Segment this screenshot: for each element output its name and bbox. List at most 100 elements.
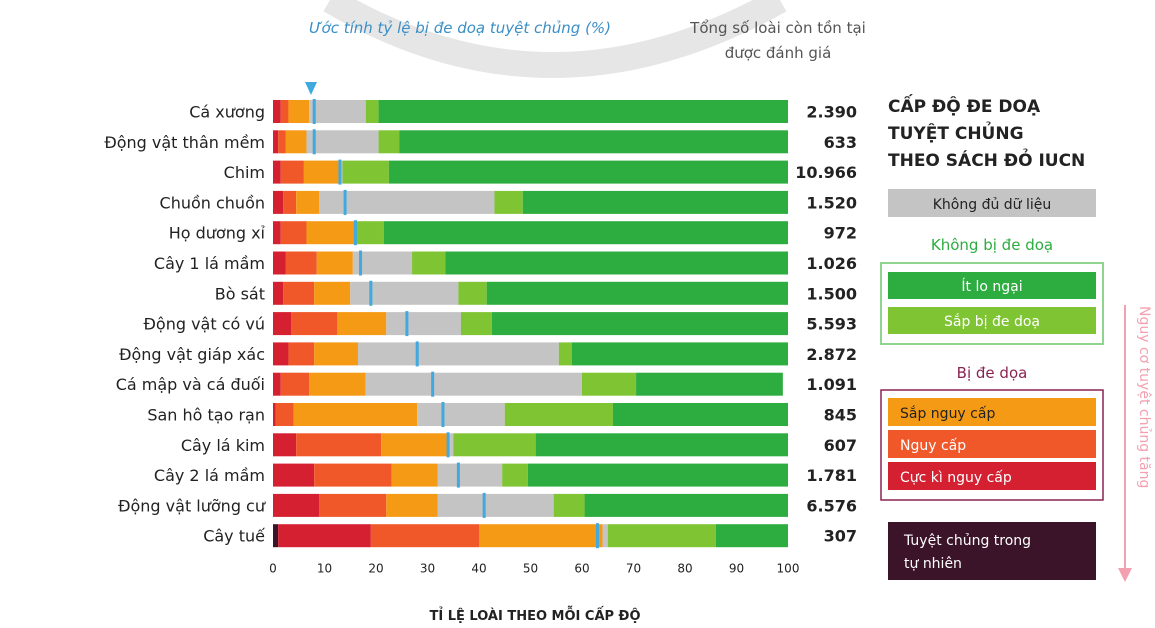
bar-segment-3 (479, 524, 603, 548)
x-tick-label: 80 (677, 562, 692, 576)
total-count: 607 (824, 436, 857, 455)
bar-segment-5 (378, 130, 400, 154)
bar-segment-5 (365, 100, 379, 123)
x-axis: 0 10 20 30 40 50 60 70 80 90 100 (269, 562, 799, 576)
x-tick-label: 20 (368, 562, 383, 576)
bars-group: Cá xương 2.390 Động vật thân mềm 633 Chim 10.… (104, 99, 857, 549)
bar-segment-1 (273, 312, 292, 336)
bar-segment-6 (388, 160, 788, 184)
bar-segment-4 (306, 130, 379, 154)
legend-swatch-near-threatened (888, 307, 1096, 334)
bar-segment-6 (571, 342, 788, 366)
total-count: 2.390 (806, 103, 857, 122)
bar-segment-5 (412, 251, 446, 275)
bar-segment-6 (378, 100, 788, 123)
total-count: 10.966 (795, 163, 857, 182)
x-axis-label: TỈ LỆ LOÀI THEO MỖI CẤP ĐỘ (429, 606, 640, 624)
bar-segment-6 (491, 312, 788, 336)
bar-segment-6 (522, 190, 788, 214)
threat-estimate-marker (431, 371, 435, 397)
bar-segment-6 (612, 403, 788, 426)
x-tick-label: 90 (729, 562, 744, 576)
bar-segment-3 (337, 312, 387, 336)
bar-segment-2 (370, 524, 479, 548)
legend-swatch-data-deficient (888, 189, 1096, 217)
threat-estimate-marker (405, 311, 409, 337)
bar-segment-2 (291, 312, 338, 336)
threat-estimate-marker (415, 341, 419, 367)
category-label: San hô tạo rạn (147, 406, 265, 425)
total-count: 1.091 (806, 375, 857, 394)
total-count: 633 (824, 133, 857, 152)
bar-segment-1 (273, 372, 281, 396)
legend-swatch-extinct-wild (888, 522, 1096, 580)
bar-segment-5 (502, 463, 528, 487)
bar-segment-3 (293, 403, 418, 426)
bar-segment-4 (386, 312, 461, 336)
x-tick-label: 10 (317, 562, 332, 576)
bar-row-8: Động vật giáp xác 2.872 (119, 341, 857, 367)
threat-estimate-marker (353, 220, 357, 246)
bar-segment-5 (453, 433, 536, 457)
legend-label-least-concern: Ít lo ngại (961, 278, 1022, 295)
legend-label-endangered: Nguy cấp (900, 438, 966, 454)
header-threat-estimate: Ước tính tỷ lệ bị đe doạ tuyệt chủng (%) (309, 19, 611, 37)
bar-segment-2 (285, 251, 317, 275)
bar-segment-4 (309, 100, 366, 123)
threat-marker-top (305, 82, 317, 95)
total-count: 5.593 (806, 315, 857, 334)
category-label: Cá xương (189, 103, 265, 122)
legend-label-critically-endangered: Cực kì nguy cấp (900, 470, 1012, 486)
bar-segment-6 (383, 221, 788, 245)
bar-segment-5 (504, 403, 613, 426)
bar-segment-4 (319, 190, 495, 214)
bar-segment-1 (273, 463, 315, 487)
bar-segment-3 (316, 251, 353, 275)
bar-segment-3 (386, 493, 438, 517)
legend-heading-not-threatened: Không bị đe doạ (931, 236, 1053, 254)
x-tick-label: 50 (523, 562, 538, 576)
legend-label-vulnerable: Sắp nguy cấp (900, 405, 995, 422)
bar-segment-6 (445, 251, 788, 275)
bar-segment-4 (357, 342, 559, 366)
total-count: 1.026 (806, 254, 857, 273)
bar-row-5: Cây 1 lá mầm 1.026 (154, 250, 857, 276)
bar-row-9: Cá mập và cá đuối 1.091 (116, 371, 857, 397)
legend-frame-threatened (880, 389, 1104, 501)
risk-axis-label: Nguy cơ tuyệt chủng tăng (1136, 306, 1152, 488)
bar-segment-1 (273, 342, 289, 366)
legend-heading-threatened: Bị đe dọa (957, 364, 1028, 382)
threat-estimate-marker (441, 402, 445, 427)
threat-estimate-marker (312, 99, 316, 124)
bar-segment-2 (280, 100, 289, 123)
legend-label-near-threatened: Sắp bị đe doạ (944, 313, 1040, 330)
bar-segment-4 (365, 372, 582, 396)
bar-segment-6 (535, 433, 788, 457)
bar-segment-3 (306, 221, 356, 245)
bar-row-10: San hô tạo rạn 845 (147, 402, 857, 427)
bar-segment-6 (399, 130, 788, 154)
bar-segment-1 (273, 403, 276, 426)
bar-row-4: Họ dương xỉ 972 (169, 220, 857, 246)
threat-estimate-marker (456, 462, 460, 488)
bar-segment-2 (275, 403, 294, 426)
bar-segment-0 (273, 524, 279, 548)
total-count: 2.872 (806, 345, 857, 364)
bar-segment-1 (273, 160, 281, 184)
bar-segment-4 (417, 403, 505, 426)
bar-segment-1 (273, 130, 279, 154)
legend-label-extinct-wild-line1: Tuyệt chủng trong (903, 533, 1031, 549)
bar-segment-2 (278, 130, 286, 154)
bar-segment-5 (553, 493, 585, 517)
bar-segment-1 (273, 221, 281, 245)
x-tick-label: 0 (269, 562, 277, 576)
x-tick-label: 70 (626, 562, 641, 576)
bar-row-12: Cây 2 lá mầm 1.781 (154, 462, 857, 488)
category-label: Cây 2 lá mầm (154, 466, 265, 485)
total-count: 1.520 (806, 193, 857, 212)
bar-segment-1 (273, 433, 297, 457)
x-tick-label: 60 (574, 562, 589, 576)
category-label: Động vật giáp xác (119, 345, 265, 364)
category-label: Chim (224, 163, 265, 182)
legend-swatch-endangered (888, 430, 1096, 458)
